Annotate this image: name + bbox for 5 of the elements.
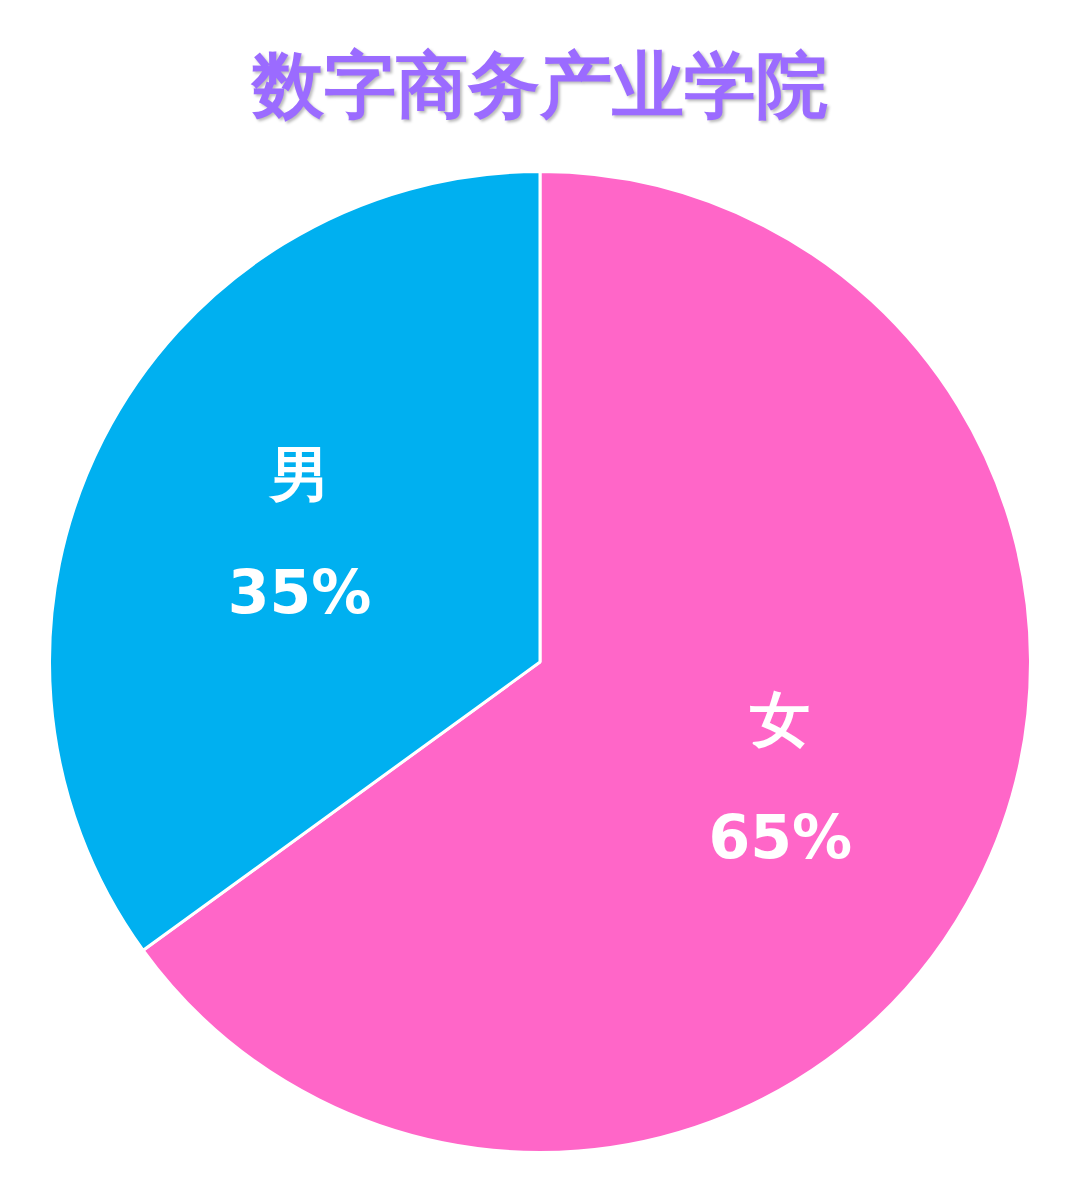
data-label: 65% <box>708 802 853 873</box>
data-label: 35% <box>227 557 372 628</box>
slice-label: 男 <box>267 439 330 510</box>
chart-title: 数字商务产业学院 <box>250 42 829 129</box>
slice-label: 女 <box>750 684 811 755</box>
